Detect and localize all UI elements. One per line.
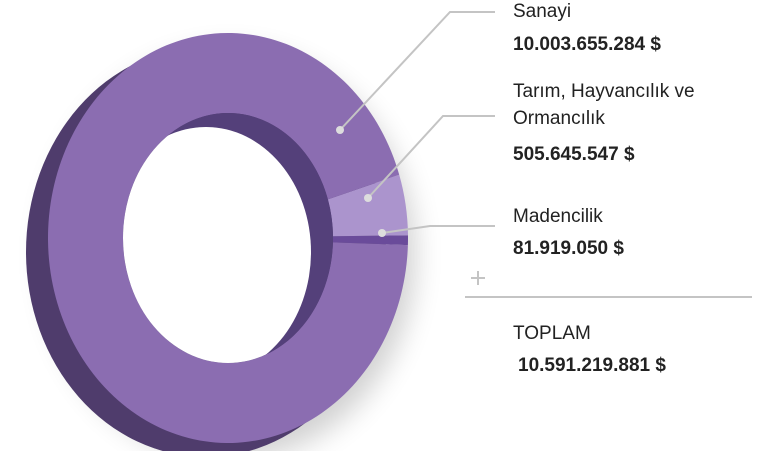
- leader-line: [381, 225, 495, 234]
- leader-dot: [336, 126, 344, 134]
- total-label: TOPLAM: [513, 323, 591, 344]
- slices: [47, 32, 408, 443]
- value-label: 10.003.655.284 $: [513, 34, 661, 55]
- hole: [123, 127, 311, 363]
- value-label: 505.645.547 $: [513, 144, 635, 165]
- legend-label: Sanayi: [513, 1, 572, 22]
- leader-line: [339, 11, 495, 131]
- leaders: [339, 11, 752, 298]
- legend-label: Tarım, Hayvancılık ve Ormancılık: [513, 81, 695, 129]
- legend-label: Madencilik: [513, 206, 603, 227]
- donut-slice: [332, 235, 408, 246]
- leader-dots: [336, 126, 386, 237]
- donut-slice: [327, 174, 408, 237]
- leader-dot: [378, 229, 386, 237]
- value-label: 81.919.050 $: [513, 238, 624, 259]
- total-value: 10.591.219.881 $: [518, 355, 666, 376]
- leader-line: [367, 115, 495, 199]
- leader-dot: [364, 194, 372, 202]
- donut-slice: [47, 32, 408, 443]
